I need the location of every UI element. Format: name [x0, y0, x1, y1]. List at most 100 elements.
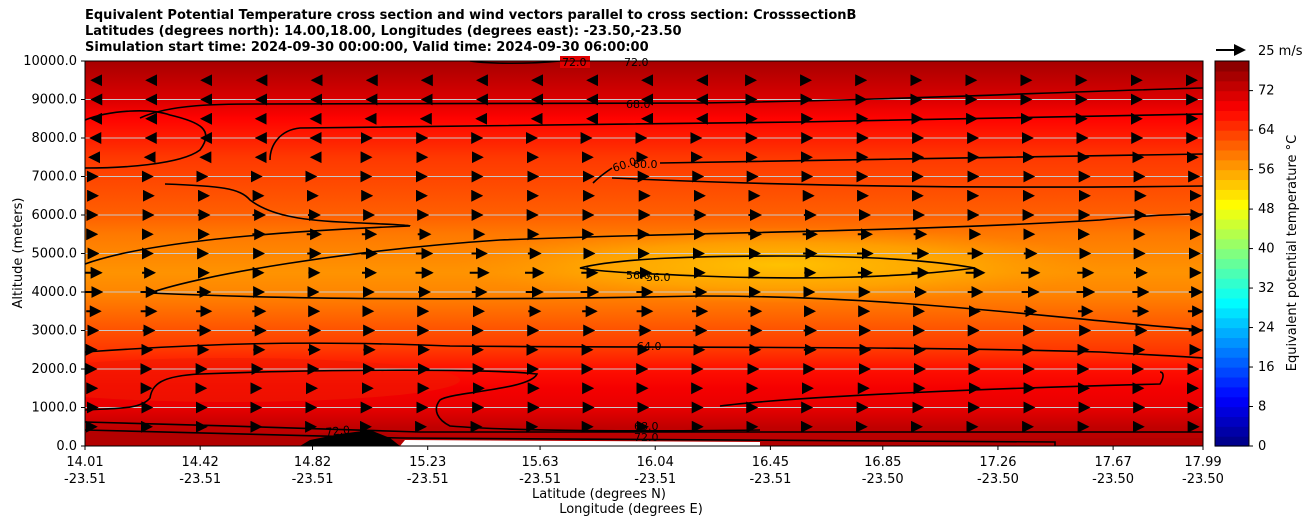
colorbar-band	[1215, 189, 1249, 200]
colorbar-band	[1215, 288, 1249, 299]
colorbar-band	[1215, 436, 1249, 447]
y-tick-label: 8000.0	[32, 131, 78, 146]
contour-label-68-b: 68.0	[634, 420, 659, 433]
contour-label-64-a: 64.0	[637, 340, 662, 353]
title-line-1: Equivalent Potential Temperature cross s…	[85, 8, 857, 23]
x-axis: 14.01 -23.51 14.42 -23.51 14.82 -23.51 15.23 -2…	[64, 446, 1224, 487]
contour-label-60-b: 60.0	[633, 158, 658, 171]
contour-label-bg	[560, 56, 590, 68]
y-tick-label: 5000.0	[32, 247, 78, 262]
colorbar-band	[1215, 139, 1249, 151]
y-tick-label: 9000.0	[32, 93, 78, 108]
contour-label-56-a: 56.0	[626, 269, 651, 282]
contour-label-56-b: 56.0	[646, 271, 671, 284]
colorbar-band	[1215, 367, 1249, 378]
colorbar-band	[1215, 248, 1249, 260]
colorbar-band	[1215, 218, 1249, 230]
colorbar-band	[1215, 110, 1249, 121]
contour-label-group: 72.0 72.0 68.0 60.0 60.0 56.0 56.0 64.0 …	[325, 56, 671, 444]
contour-label-72-c: 72.0	[634, 431, 659, 444]
contour-64-upper	[164, 113, 1203, 227]
colorbar-band	[1215, 337, 1249, 348]
colorbar-band	[1215, 179, 1249, 190]
colorbar-band	[1215, 70, 1249, 82]
colorbar-band	[1215, 317, 1249, 329]
colorbar-tick-label: 24	[1258, 321, 1275, 336]
y-tick-label: 10000.0	[23, 54, 77, 69]
colorbar-band	[1215, 278, 1249, 289]
y-tick-label: 4000.0	[32, 285, 78, 300]
colorbar-band	[1215, 406, 1249, 417]
colorbar-tick-label: 8	[1258, 400, 1266, 415]
y-axis: 0.0 1000.0 2000.0 3000.0 4000.0 5000.0 6000.0 7…	[23, 54, 85, 454]
colorbar-ticks: 0 8 16 24 32 40 48 56 64 72	[1249, 84, 1275, 454]
colorbar-band	[1215, 297, 1249, 309]
colorbar-band	[1215, 61, 1249, 72]
x-axis-title-latitude: Latitude (degrees N)	[532, 487, 666, 502]
x-tick-label-lat: 14.82	[294, 455, 331, 470]
colorbar-band	[1215, 120, 1249, 131]
colorbar-tick-label: 40	[1258, 242, 1275, 257]
x-tick-label-lon: -23.50	[977, 472, 1019, 487]
colorbar-band	[1215, 159, 1249, 171]
colorbar-band	[1215, 386, 1249, 398]
colorbar-band	[1215, 426, 1249, 437]
colorbar-tick-label: 64	[1258, 123, 1275, 138]
colorbar-band	[1215, 238, 1249, 250]
colorbar-title: Equivalent potential temperature °C	[1285, 135, 1300, 371]
colorbar-band	[1215, 357, 1249, 368]
contour-64-lower	[85, 342, 1203, 359]
title-line-3: Simulation start time: 2024-09-30 00:00:…	[85, 40, 649, 55]
colorbar-band	[1215, 130, 1249, 141]
x-tick-label-lon: -23.51	[292, 472, 334, 487]
colorbar-band	[1215, 149, 1249, 161]
terrain-mask	[300, 430, 400, 446]
x-tick-label-lat: 14.01	[66, 455, 103, 470]
x-tick-label-lat: 16.45	[752, 455, 789, 470]
colorbar-band	[1215, 169, 1249, 181]
colorbar-band	[1215, 100, 1249, 111]
colorbar-band	[1215, 258, 1249, 269]
theta-minimum-core	[450, 227, 1110, 303]
title-line-2: Latitudes (degrees north): 14.00,18.00, …	[85, 24, 682, 39]
x-tick-label-lat: 17.26	[979, 455, 1016, 470]
y-tick-label: 7000.0	[32, 170, 78, 185]
colorbar-band	[1215, 416, 1249, 427]
colorbar-band	[1215, 90, 1249, 102]
chart-title: Equivalent Potential Temperature cross s…	[85, 8, 856, 56]
contour-68-upper	[85, 87, 1203, 169]
colorbar-band	[1215, 80, 1249, 92]
colorbar-band	[1215, 307, 1249, 319]
contour-label-68-a: 68.0	[626, 98, 651, 111]
colorbar-tick-label: 48	[1258, 202, 1275, 217]
x-tick-label-lat: 15.23	[409, 455, 446, 470]
x-tick-label-lat: 15.63	[521, 455, 558, 470]
wind-vectors	[85, 74, 1203, 433]
x-tick-label-lat: 17.67	[1095, 455, 1132, 470]
colorbar-band	[1215, 396, 1249, 408]
y-tick-label: 6000.0	[32, 208, 78, 223]
x-tick-label-lat: 14.42	[182, 455, 219, 470]
colorbar-band	[1215, 376, 1249, 388]
x-axis-title-longitude: Longitude (degrees E)	[559, 502, 703, 517]
y-tick-label: 2000.0	[32, 362, 78, 377]
colorbar-tick-label: 0	[1258, 439, 1266, 454]
x-tick-label-lon: -23.50	[862, 472, 904, 487]
y-tick-label: 0.0	[56, 439, 77, 454]
colorbar-band	[1215, 327, 1249, 339]
colorbar	[1215, 61, 1249, 447]
colorbar-tick-label: 56	[1258, 163, 1275, 178]
x-tick-label-lon: -23.51	[519, 472, 561, 487]
terrain-gap	[400, 440, 760, 446]
x-tick-label-lat: 16.85	[864, 455, 901, 470]
x-tick-label-lon: -23.51	[749, 472, 791, 487]
wind-key: 25 m/s	[1216, 44, 1303, 59]
x-tick-label-lon: -23.50	[1182, 472, 1224, 487]
colorbar-band	[1215, 347, 1249, 358]
y-tick-label: 1000.0	[32, 401, 78, 416]
x-tick-label-lat: 17.99	[1184, 455, 1221, 470]
x-tick-label-lon: -23.51	[634, 472, 676, 487]
colorbar-tick-label: 32	[1258, 281, 1275, 296]
x-tick-label-lon: -23.51	[407, 472, 449, 487]
